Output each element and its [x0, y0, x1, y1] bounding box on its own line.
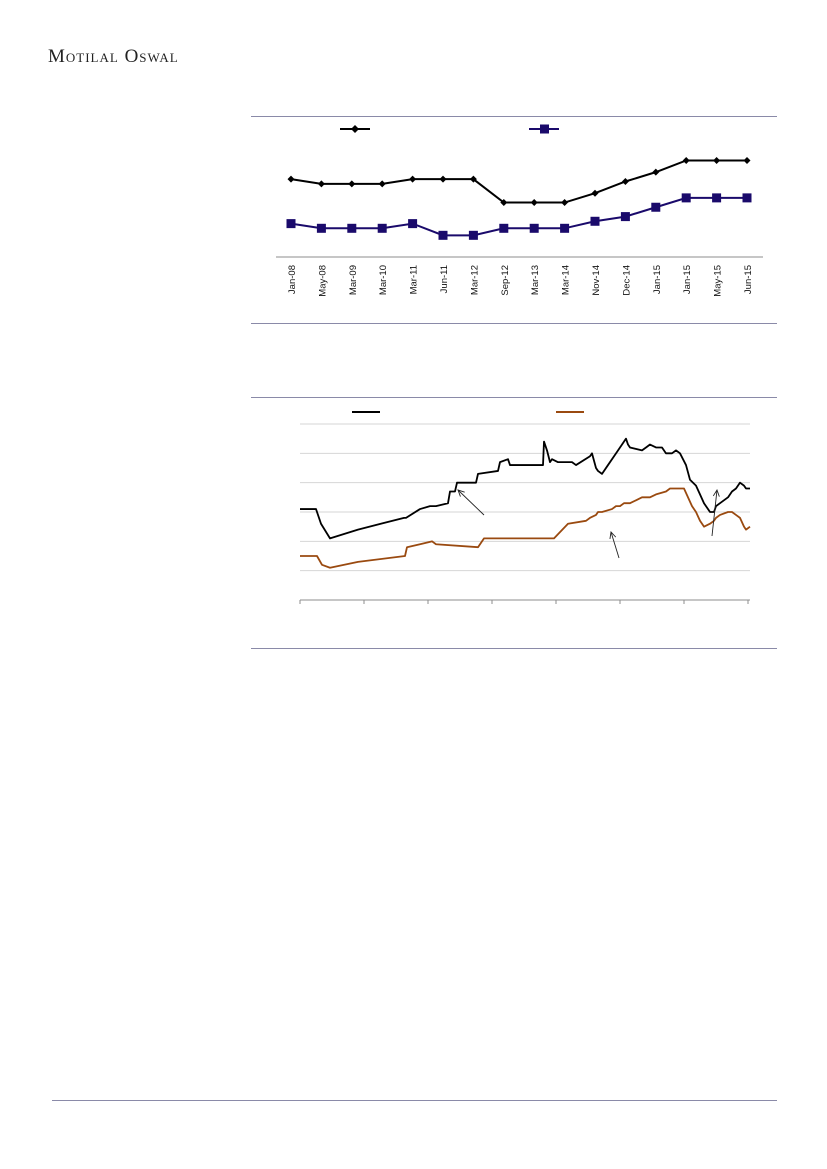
annotation-arrow	[457, 489, 485, 516]
series2-point	[408, 219, 418, 229]
series2-point	[620, 212, 630, 222]
series2-point	[681, 193, 691, 203]
chart1-bottom-rule	[251, 323, 777, 324]
chart1-top-rule	[251, 116, 777, 117]
series1-point	[713, 156, 721, 164]
series2-point	[712, 193, 722, 203]
series2-point	[286, 219, 296, 229]
legend-series1-marker	[351, 125, 359, 133]
series1-point	[591, 189, 599, 197]
legend-series2-marker	[540, 124, 549, 134]
series2-point	[377, 223, 387, 233]
annotation-arrow-head	[712, 488, 720, 497]
chart1: Jan-08 May-08 Mar-09 Mar-10 Mar-11 Jun-11 Mar-…	[251, 117, 777, 323]
series1-point	[409, 175, 417, 183]
series1-point	[682, 156, 690, 164]
x-tick-label: Dec-14	[621, 265, 632, 296]
series2-point	[560, 223, 570, 233]
series1-point	[652, 168, 660, 176]
series2-point	[347, 223, 357, 233]
series2-point	[499, 223, 509, 233]
series1-point	[621, 178, 629, 185]
annotation-arrow-head	[457, 489, 465, 497]
x-tick-label: Jan-15	[682, 265, 693, 294]
brand-logo: Motilal Oswal	[48, 46, 179, 67]
series2-point	[468, 230, 478, 240]
chart2-svg	[299, 411, 751, 604]
series1-point	[348, 180, 356, 188]
footer-rule	[52, 1100, 777, 1101]
x-tick-label: Nov-14	[591, 265, 602, 296]
x-tick-label: Jun-11	[439, 265, 450, 293]
chart2-top-rule	[251, 397, 777, 398]
series2-point	[651, 202, 661, 212]
series1-point	[469, 175, 477, 183]
annotation-arrow	[711, 489, 718, 537]
series2-point	[438, 230, 448, 240]
series1-point	[743, 156, 751, 164]
x-tick-label: Mar-13	[530, 265, 541, 295]
annotation-arrow	[610, 531, 620, 559]
chart2-bottom-rule	[251, 648, 777, 649]
x-tick-label: Mar-10	[378, 265, 389, 295]
series2-line	[300, 487, 751, 569]
series1-point	[378, 180, 386, 188]
x-tick-label: Sep-12	[500, 265, 511, 296]
annotation-arrow-head	[609, 531, 617, 539]
series2-point	[742, 193, 752, 203]
x-tick-label: Mar-12	[469, 265, 480, 295]
series1-point	[500, 199, 508, 207]
series1-point	[530, 199, 538, 207]
series1-point	[317, 180, 325, 188]
x-tick-label: Jan-08	[287, 265, 298, 294]
series1-point	[439, 175, 447, 183]
x-tick-label: Mar-11	[409, 265, 420, 294]
x-tick-label: Mar-09	[348, 265, 359, 295]
series2-line	[290, 196, 747, 237]
chart1-svg: Jan-08 May-08 Mar-09 Mar-10 Mar-11 Jun-11 Mar-…	[276, 124, 763, 297]
series1-point	[287, 175, 295, 183]
series1-line	[290, 159, 747, 204]
series2-point	[590, 216, 600, 226]
series1-point	[561, 199, 569, 207]
series2-point	[529, 223, 539, 233]
x-tick-label: May-15	[713, 265, 724, 297]
chart2	[251, 398, 777, 648]
x-tick-label: Jun-15	[743, 265, 754, 294]
series1-line	[300, 437, 750, 540]
series2-point	[316, 223, 326, 233]
x-tick-label: Jan-15	[652, 265, 663, 294]
x-tick-label: May-08	[317, 265, 328, 297]
x-tick-label: Mar-14	[561, 265, 572, 295]
